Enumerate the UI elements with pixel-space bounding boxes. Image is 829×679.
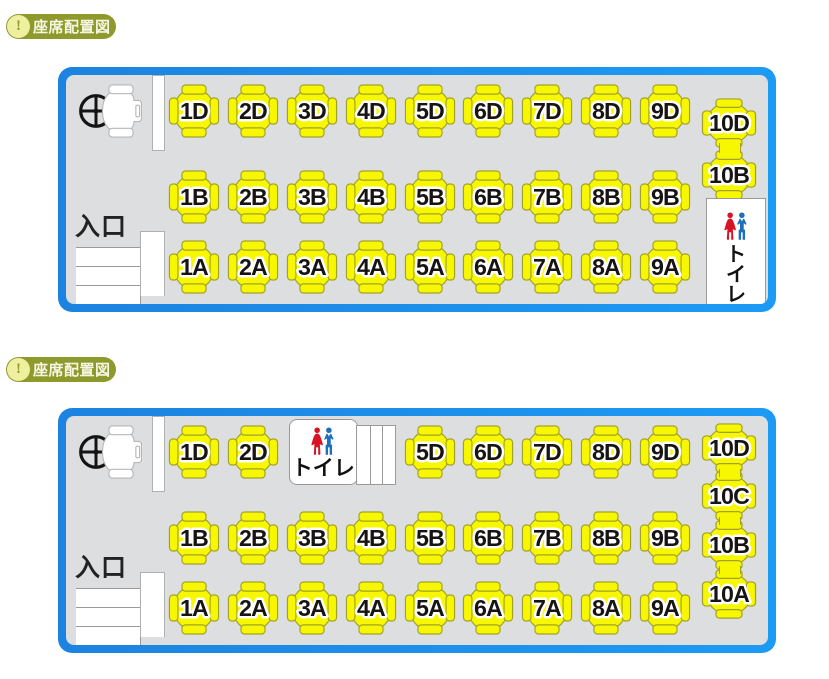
svg-text:5D: 5D <box>416 98 444 124</box>
svg-text:2D: 2D <box>239 439 267 465</box>
svg-text:3B: 3B <box>298 184 326 210</box>
svg-text:5A: 5A <box>416 254 445 280</box>
svg-text:3A: 3A <box>298 595 327 621</box>
svg-text:1D: 1D <box>180 439 208 465</box>
svg-text:5B: 5B <box>416 525 444 551</box>
svg-text:10A: 10A <box>709 581 750 607</box>
svg-text:9D: 9D <box>651 439 679 465</box>
svg-text:7B: 7B <box>533 184 561 210</box>
svg-text:3B: 3B <box>298 525 326 551</box>
svg-text:10B: 10B <box>709 162 749 188</box>
svg-text:2D: 2D <box>239 98 267 124</box>
svg-text:7B: 7B <box>533 525 561 551</box>
svg-text:6B: 6B <box>474 525 502 551</box>
svg-text:10D: 10D <box>709 435 749 461</box>
svg-text:1D: 1D <box>180 98 208 124</box>
svg-text:3A: 3A <box>298 254 327 280</box>
svg-text:10D: 10D <box>709 110 749 136</box>
svg-text:1A: 1A <box>180 595 209 621</box>
svg-text:4B: 4B <box>357 184 385 210</box>
svg-text:6B: 6B <box>474 184 502 210</box>
svg-text:6D: 6D <box>474 439 502 465</box>
svg-text:1B: 1B <box>180 184 208 210</box>
svg-text:10C: 10C <box>709 483 750 509</box>
svg-text:4A: 4A <box>357 254 386 280</box>
svg-text:6A: 6A <box>474 254 503 280</box>
svg-text:5A: 5A <box>416 595 445 621</box>
svg-text:7A: 7A <box>533 595 562 621</box>
svg-text:6A: 6A <box>474 595 503 621</box>
svg-text:8A: 8A <box>592 254 621 280</box>
svg-text:8B: 8B <box>592 525 620 551</box>
svg-text:8D: 8D <box>592 98 620 124</box>
svg-text:2B: 2B <box>239 184 267 210</box>
svg-text:2B: 2B <box>239 525 267 551</box>
svg-text:2A: 2A <box>239 595 268 621</box>
svg-text:9D: 9D <box>651 98 679 124</box>
svg-text:7D: 7D <box>533 98 561 124</box>
svg-text:1A: 1A <box>180 254 209 280</box>
svg-text:8D: 8D <box>592 439 620 465</box>
svg-text:1B: 1B <box>180 525 208 551</box>
svg-text:10B: 10B <box>709 532 749 558</box>
svg-text:7D: 7D <box>533 439 561 465</box>
svg-text:8B: 8B <box>592 184 620 210</box>
svg-text:5D: 5D <box>416 439 444 465</box>
svg-text:6D: 6D <box>474 98 502 124</box>
svg-text:5B: 5B <box>416 184 444 210</box>
svg-text:4B: 4B <box>357 525 385 551</box>
svg-text:4D: 4D <box>357 98 385 124</box>
svg-text:4A: 4A <box>357 595 386 621</box>
svg-text:3D: 3D <box>298 98 326 124</box>
svg-text:9A: 9A <box>651 254 680 280</box>
svg-text:7A: 7A <box>533 254 562 280</box>
svg-text:9A: 9A <box>651 595 680 621</box>
svg-text:9B: 9B <box>651 525 679 551</box>
svg-text:2A: 2A <box>239 254 268 280</box>
svg-text:9B: 9B <box>651 184 679 210</box>
svg-text:8A: 8A <box>592 595 621 621</box>
